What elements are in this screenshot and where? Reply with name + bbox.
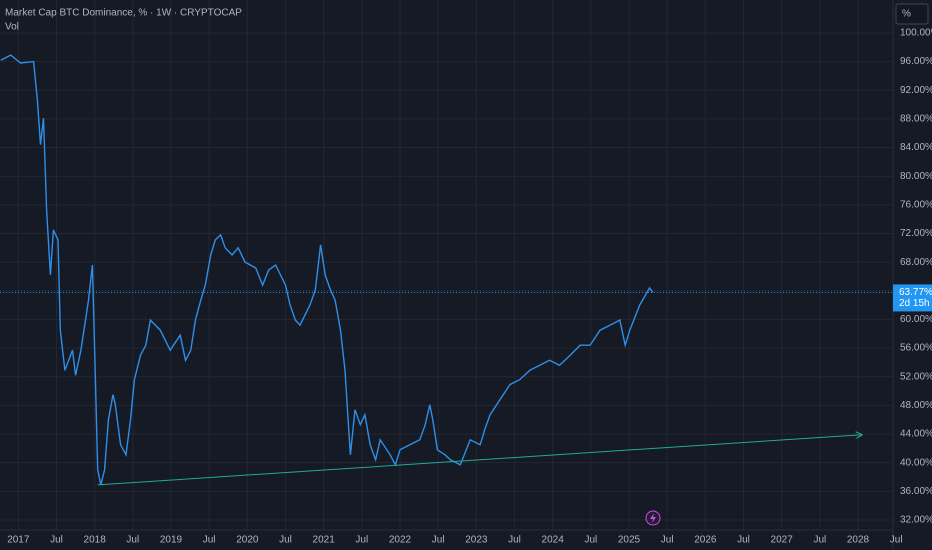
y-tick-label: 84.00% (900, 142, 932, 153)
x-tick-label: Jul (355, 535, 368, 546)
x-tick-label: 2022 (389, 535, 412, 546)
price-line (0, 54, 654, 486)
x-tick-label: 2021 (313, 535, 336, 546)
y-axis-panel (893, 0, 932, 550)
x-tick-label: 2024 (542, 535, 565, 546)
x-tick-label: 2028 (847, 535, 870, 546)
y-tick-label: 48.00% (900, 400, 932, 411)
axes: 32.00% 36.00% 40.00% 44.00% 48.00% 52.00% 56.0… (7, 28, 932, 546)
y-tick-label: 72.00% (900, 228, 932, 239)
volume-label: Vol (5, 22, 19, 33)
x-tick-label: Jul (737, 535, 750, 546)
last-price-box (893, 284, 932, 312)
x-tick-label: Jul (890, 535, 903, 546)
x-tick-label: Jul (813, 535, 826, 546)
y-tick-label: 76.00% (900, 199, 932, 210)
x-tick-label: 2018 (84, 535, 107, 546)
y-tick-label: 60.00% (900, 314, 932, 325)
y-tick-label: 92.00% (900, 85, 932, 96)
x-tick-label: Jul (203, 535, 216, 546)
x-tick-label: Jul (584, 535, 597, 546)
scale-button-label[interactable]: % (902, 9, 911, 20)
x-tick-label: 2025 (618, 535, 641, 546)
trend-line (97, 435, 862, 486)
y-tick-label: 36.00% (900, 486, 932, 497)
x-tick-label: Jul (432, 535, 445, 546)
plot-area (0, 54, 893, 486)
y-tick-label: 80.00% (900, 171, 932, 182)
y-tick-label: 56.00% (900, 343, 932, 354)
x-tick-label: 2027 (771, 535, 794, 546)
y-tick-label: 40.00% (900, 457, 932, 468)
x-tick-label: 2026 (694, 535, 717, 546)
y-tick-label: 88.00% (900, 114, 932, 125)
last-price-label: 63.77% (899, 287, 932, 298)
x-tick-label: 2017 (7, 535, 30, 546)
x-tick-label: Jul (279, 535, 292, 546)
y-tick-label: 68.00% (900, 257, 932, 268)
x-tick-label: Jul (126, 535, 139, 546)
x-tick-label: 2023 (465, 535, 488, 546)
x-tick-label: Jul (661, 535, 674, 546)
y-tick-label: 100.00% (900, 28, 932, 39)
x-tick-label: 2020 (236, 535, 259, 546)
x-tick-label: Jul (50, 535, 63, 546)
y-tick-label: 52.00% (900, 371, 932, 382)
countdown-label: 2d 15h (899, 298, 930, 309)
scale-button[interactable] (895, 3, 929, 25)
alert-icon (645, 510, 661, 526)
y-tick-label: 96.00% (900, 56, 932, 67)
x-tick-label: Jul (508, 535, 521, 546)
x-tick-label: 2019 (160, 535, 183, 546)
y-tick-label: 44.00% (900, 429, 932, 440)
y-tick-label: 32.00% (900, 515, 932, 526)
chart-title: Market Cap BTC Dominance, % · 1W · CRYPT… (5, 8, 242, 19)
grid (0, 0, 897, 530)
